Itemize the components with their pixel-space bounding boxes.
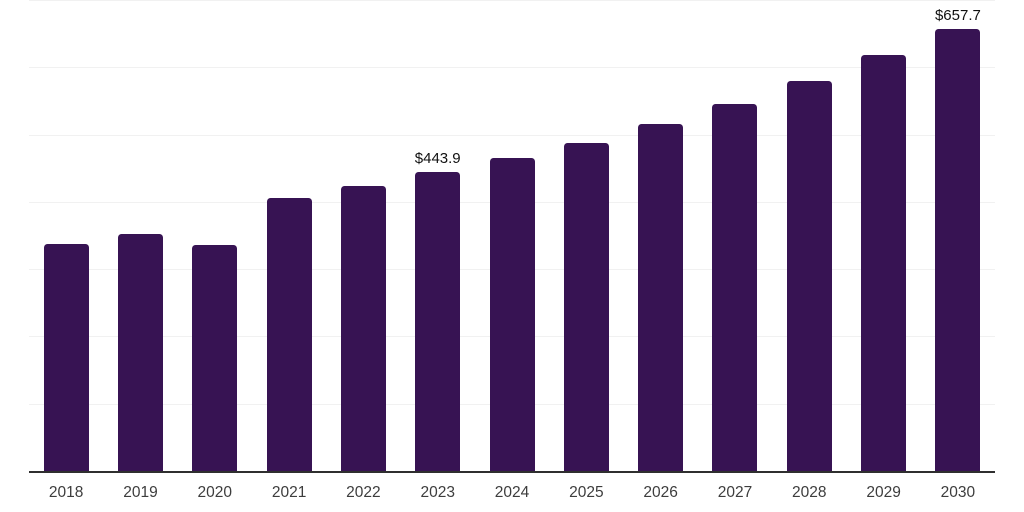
bar <box>935 28 981 471</box>
bar-slot <box>772 0 846 471</box>
x-tick-label: 2026 <box>643 484 678 501</box>
x-tick-label: 2023 <box>420 484 455 501</box>
bar-data-label: $443.9 <box>414 150 461 168</box>
x-tick-label: 2021 <box>271 484 307 501</box>
bar <box>43 243 89 471</box>
bar <box>340 185 386 471</box>
x-tick-label: 2025 <box>569 484 604 501</box>
bar-slot <box>178 0 252 471</box>
bar-slot <box>624 0 698 471</box>
bar-slot <box>698 0 772 471</box>
x-tick-label: 2022 <box>346 484 381 501</box>
bar-slot <box>326 0 400 471</box>
bar-slot: $443.9 <box>401 0 475 471</box>
gridline <box>29 134 995 136</box>
bar <box>712 103 758 471</box>
x-tick-label: 2030 <box>940 484 976 501</box>
x-tick-label: 2028 <box>792 484 827 501</box>
x-tick-label: 2027 <box>717 484 753 501</box>
plot-area: $443.9 $657.7 <box>29 0 995 473</box>
bar-slot <box>252 0 326 471</box>
bar <box>489 158 535 471</box>
bar-slot <box>29 0 103 471</box>
bar <box>266 197 312 471</box>
bar <box>192 244 238 471</box>
bars-container: $443.9 $657.7 <box>29 0 995 471</box>
bar <box>786 81 832 471</box>
gridline <box>29 67 995 69</box>
bar-slot: $657.7 <box>921 0 995 471</box>
bar-slot <box>549 0 623 471</box>
bar <box>563 142 609 471</box>
bar-slot <box>846 0 920 471</box>
gridline <box>29 0 995 1</box>
x-tick-label: 2024 <box>494 484 530 501</box>
x-tick-label: 2020 <box>197 484 233 501</box>
bar <box>415 172 461 471</box>
bar-slot <box>475 0 549 471</box>
x-tick-label: 2029 <box>866 484 901 501</box>
bar <box>861 55 907 471</box>
bar <box>638 124 684 471</box>
x-tick-label: 2019 <box>123 484 158 501</box>
bar-data-label: $657.7 <box>934 6 981 24</box>
x-tick-label: 2018 <box>48 484 84 501</box>
bar-slot <box>103 0 177 471</box>
x-axis: 2018 2019 2020 2021 2022 2023 2024 2025 2026 2027… <box>29 473 995 502</box>
bar <box>117 234 163 471</box>
